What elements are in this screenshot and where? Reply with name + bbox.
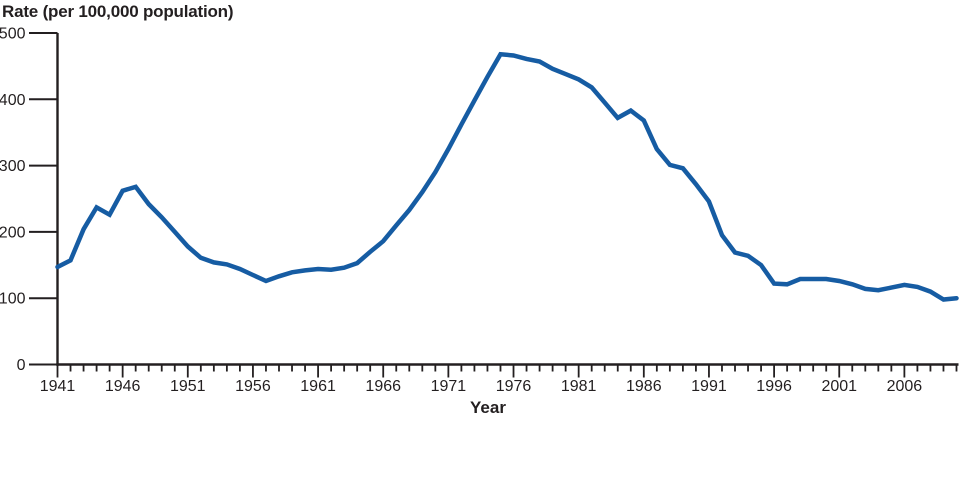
- x-axis-title: Year: [470, 398, 506, 417]
- y-tick-label: 300: [0, 158, 26, 175]
- x-tick-label: 1986: [626, 378, 662, 395]
- y-axis-title: Rate (per 100,000 population): [2, 2, 234, 21]
- x-tick-label: 1951: [170, 378, 206, 395]
- x-tick-label: 2001: [821, 378, 857, 395]
- y-tick-label: 400: [0, 92, 26, 109]
- x-tick-label: 1961: [300, 378, 336, 395]
- x-tick-label: 1941: [40, 378, 76, 395]
- y-tick-label: 100: [0, 291, 26, 308]
- x-tick-label: 1991: [691, 378, 727, 395]
- x-tick-label: 1946: [105, 378, 141, 395]
- x-tick-label: 1976: [496, 378, 532, 395]
- y-tick-label: 0: [17, 357, 26, 374]
- y-tick-label: 200: [0, 224, 26, 241]
- x-tick-label: 1966: [365, 378, 401, 395]
- y-tick-label: 500: [0, 26, 26, 43]
- x-tick-label: 2006: [887, 378, 923, 395]
- x-tick-label: 1981: [561, 378, 597, 395]
- x-tick-label: 1996: [756, 378, 792, 395]
- x-tick-label: 1971: [431, 378, 467, 395]
- rate-line-series: [55, 51, 959, 302]
- x-tick-label: 1956: [235, 378, 271, 395]
